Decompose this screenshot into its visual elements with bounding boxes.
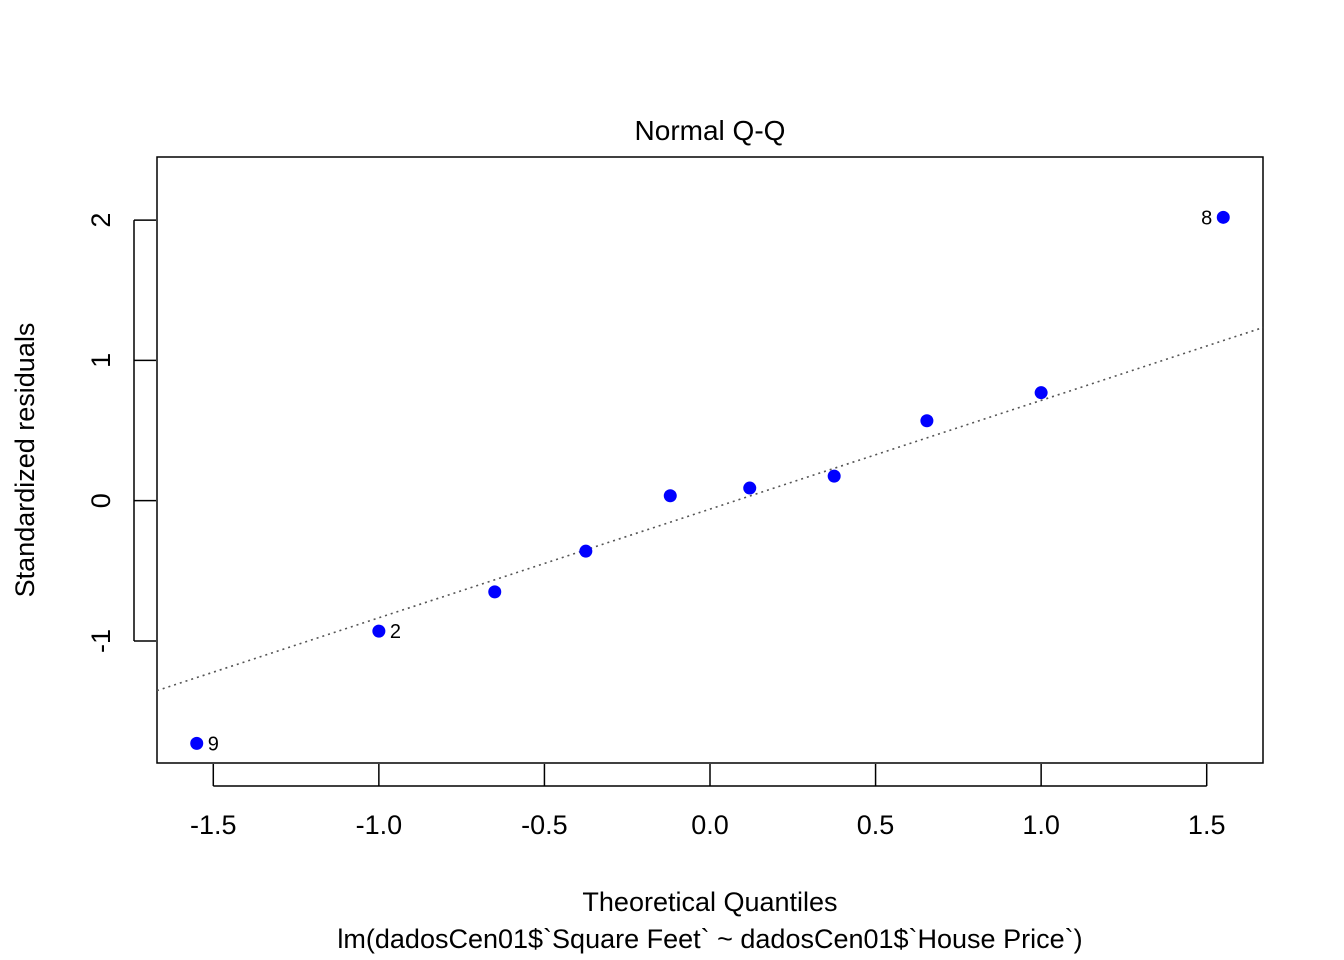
y-axis: -1 0 1 2: [86, 213, 156, 653]
y-tick-label: 0: [86, 493, 116, 508]
data-point: [827, 469, 841, 483]
data-point: [579, 544, 593, 558]
reference-line: [156, 326, 1264, 692]
data-point: [1216, 210, 1230, 224]
y-tick-label: 1: [86, 353, 116, 368]
x-tick-label: 0.5: [857, 810, 895, 840]
x-tick-label: -0.5: [521, 810, 568, 840]
data-points: [190, 210, 1230, 750]
x-tick-label: 1.0: [1022, 810, 1060, 840]
plot-frame: [156, 156, 1264, 764]
x-tick-label: 1.5: [1188, 810, 1226, 840]
point-labels: 9 2 8: [208, 207, 1213, 755]
point-label: 9: [208, 733, 219, 755]
x-tick-label: 0.0: [691, 810, 729, 840]
data-point: [372, 624, 386, 638]
x-tick-label: -1.0: [356, 810, 403, 840]
data-point: [920, 414, 934, 428]
x-axis-label: Theoretical Quantiles: [582, 887, 837, 917]
data-point: [1034, 386, 1048, 400]
point-label: 8: [1201, 207, 1212, 229]
model-formula-subtitle: lm(dadosCen01$`Square Feet` ~ dadosCen01…: [337, 924, 1082, 954]
y-tick-label: 2: [86, 213, 116, 228]
chart-title: Normal Q-Q: [635, 115, 786, 146]
x-tick-label: -1.5: [190, 810, 237, 840]
data-point: [190, 736, 204, 750]
x-axis: -1.5 -1.0 -0.5 0.0 0.5 1.0 1.5: [190, 764, 1225, 840]
data-point: [743, 481, 757, 495]
y-tick-label: -1: [86, 629, 116, 653]
y-axis-label: Standardized residuals: [10, 323, 40, 598]
data-point: [488, 585, 502, 599]
data-point: [663, 489, 677, 503]
point-label: 2: [390, 621, 401, 643]
